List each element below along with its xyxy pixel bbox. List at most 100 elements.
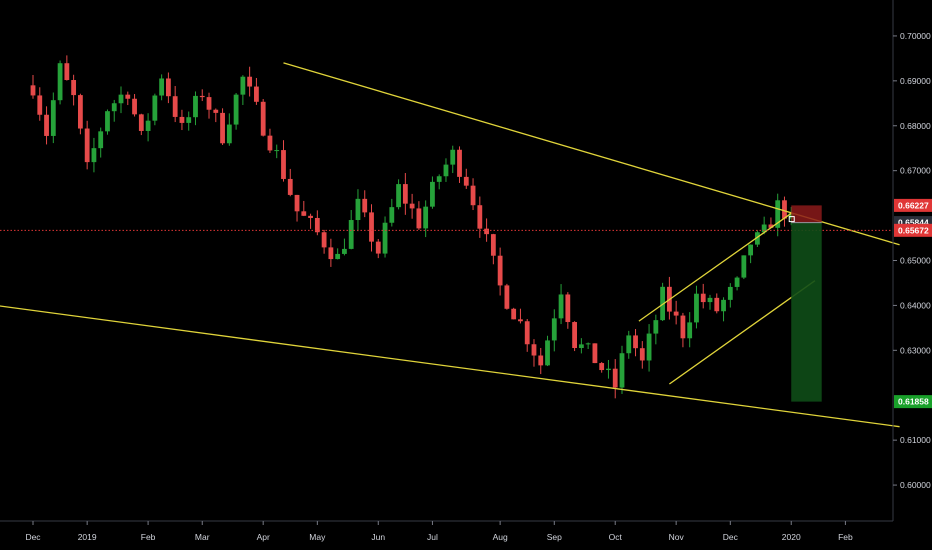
candle-body	[335, 253, 341, 260]
candle-body	[57, 63, 63, 101]
candle-body	[619, 353, 625, 388]
candle-body	[118, 94, 124, 104]
candle-body	[734, 277, 740, 287]
candle-body	[91, 148, 97, 163]
candle-body	[375, 241, 381, 254]
stop-loss-zone[interactable]	[791, 205, 822, 223]
candle-body	[511, 308, 517, 320]
trendline-rising-channel-bottom[interactable]	[669, 280, 816, 385]
candle-body	[105, 111, 110, 132]
candle-body	[694, 293, 699, 323]
candle-body	[565, 294, 571, 323]
candle-body	[639, 348, 645, 361]
candle-body	[450, 149, 456, 165]
candle-body	[497, 255, 503, 286]
price-tick-label: 0.65000	[900, 256, 931, 266]
candle-body	[328, 247, 334, 260]
candle-body	[179, 116, 185, 123]
candle-body	[348, 220, 354, 249]
candle-body	[220, 112, 225, 144]
candle-body	[362, 198, 368, 213]
candle-body	[775, 200, 781, 228]
candle-body	[558, 294, 564, 319]
trendline-lower-channel[interactable]	[0, 305, 900, 428]
price-tick-label: 0.60000	[900, 480, 931, 490]
candle-body	[599, 363, 605, 371]
time-tick-label: Jul	[427, 532, 438, 542]
time-tick-label: 2019	[78, 532, 97, 542]
candle-body	[714, 297, 720, 312]
candle-body	[470, 185, 476, 206]
price-tick-label: 0.67000	[900, 166, 931, 176]
candle-body	[369, 212, 374, 242]
take-profit-zone[interactable]	[791, 222, 822, 402]
time-axis[interactable]: Dec 2019 Feb Mar Apr May Jun Jul Aug Sep Oct Nov Dec…	[0, 520, 893, 542]
candle-body	[321, 232, 327, 248]
candle-body	[545, 340, 550, 366]
candle-body	[254, 86, 259, 102]
candle-body	[626, 335, 632, 354]
time-tick-label: Feb	[141, 532, 156, 542]
candle-body	[125, 94, 131, 99]
candle-body	[721, 299, 726, 312]
price-badge-label: 0.61858	[898, 397, 929, 407]
time-tick-label: Apr	[257, 532, 270, 542]
candle-body	[30, 85, 36, 96]
candle-body	[673, 311, 679, 316]
candle-body	[166, 78, 171, 97]
time-tick-label: May	[309, 532, 326, 542]
candle-body	[748, 244, 754, 256]
time-tick-label: Oct	[609, 532, 623, 542]
price-badge-label: 0.66227	[898, 200, 929, 210]
candle-body	[274, 150, 280, 152]
candle-body	[606, 368, 611, 371]
candle-body	[199, 95, 205, 98]
candle-body	[585, 343, 591, 345]
candle-body	[490, 234, 496, 256]
candle-body	[111, 103, 117, 112]
candle-body	[768, 224, 774, 228]
price-badge-label: 0.65844	[898, 218, 929, 228]
position-tool[interactable]	[788, 205, 822, 402]
candle-body	[402, 184, 408, 204]
price-tick-label: 0.63000	[900, 345, 931, 355]
price-tick-label: 0.61000	[900, 435, 931, 445]
time-tick-label: Jun	[371, 532, 385, 542]
candle-body	[680, 315, 686, 339]
candle-body	[186, 117, 192, 123]
candle-body	[64, 63, 70, 81]
candle-body	[226, 124, 232, 144]
candle-body	[355, 198, 361, 221]
candle-body	[84, 128, 90, 163]
candle-body	[430, 181, 435, 207]
candle-body	[301, 211, 307, 216]
candles-layer	[30, 55, 794, 399]
entry-handle-icon[interactable]	[788, 216, 795, 223]
candle-body	[592, 343, 598, 364]
price-tick-label: 0.68000	[900, 121, 931, 131]
candle-body	[247, 76, 253, 87]
candle-body	[754, 232, 760, 245]
candle-body	[782, 200, 787, 219]
candle-body	[524, 321, 530, 345]
candle-body	[477, 205, 483, 229]
time-tick-label: Mar	[195, 532, 210, 542]
price-axis[interactable]: 0.70000 0.69000 0.68000 0.67000 0.65000 0.640…	[892, 0, 931, 521]
price-tick-label: 0.64000	[900, 300, 931, 310]
candle-body	[287, 178, 293, 195]
time-tick-label: Dec	[25, 532, 41, 542]
candle-body	[518, 319, 523, 322]
candle-body	[504, 285, 510, 309]
trendline-rising-channel-top[interactable]	[638, 212, 792, 322]
time-tick-label: Sep	[547, 532, 562, 542]
candle-body	[396, 184, 401, 208]
candle-body	[281, 150, 286, 179]
price-badge	[894, 223, 932, 237]
candle-body	[98, 131, 104, 149]
candle-body	[409, 203, 415, 209]
candle-body	[193, 95, 198, 118]
candle-body	[206, 97, 212, 110]
